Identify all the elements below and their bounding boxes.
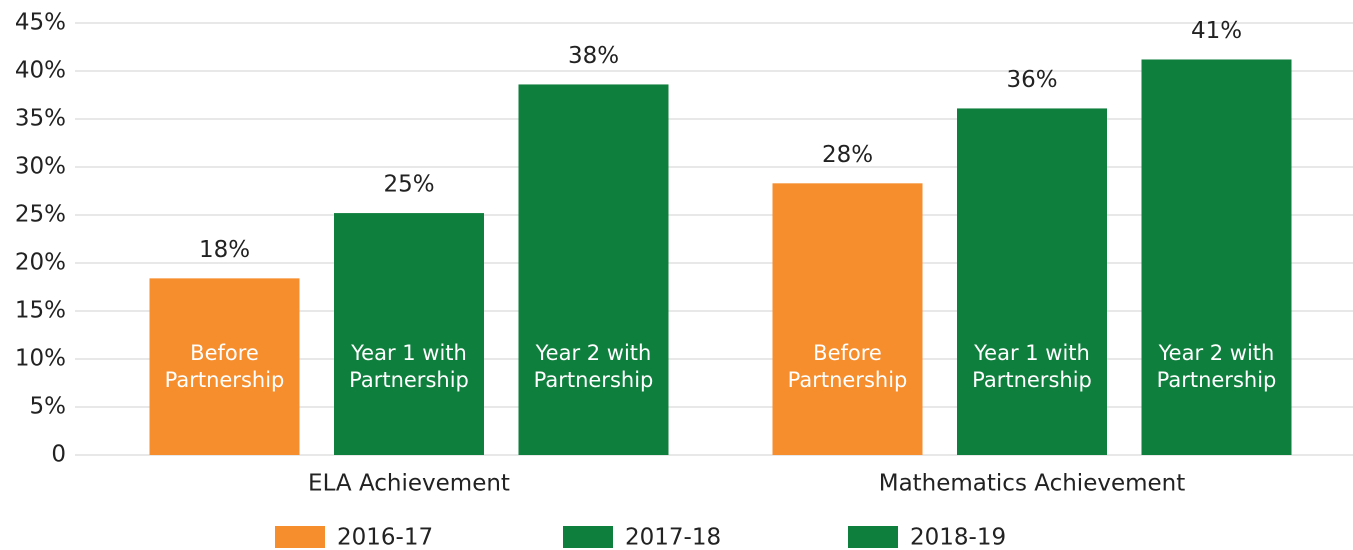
- bar: [1141, 59, 1292, 455]
- bar-label: Partnership: [788, 368, 908, 392]
- x-tick-label: Mathematics Achievement: [879, 471, 1186, 497]
- y-tick-label: 30%: [15, 154, 66, 180]
- value-label: 36%: [1006, 67, 1057, 93]
- bar: [149, 278, 300, 455]
- x-tick-label: ELA Achievement: [308, 471, 510, 497]
- bar-label: Partnership: [534, 368, 654, 392]
- bar: [334, 213, 484, 455]
- value-label: 38%: [568, 43, 619, 69]
- bar-label: Partnership: [972, 368, 1092, 392]
- y-tick-label: 0: [51, 442, 66, 468]
- y-tick-label: 25%: [15, 202, 66, 228]
- y-tick-label: 45%: [15, 10, 66, 36]
- legend-label: 2017-18: [625, 525, 721, 550]
- legend-swatch: [275, 526, 325, 548]
- bar: [518, 84, 669, 455]
- bar: [772, 183, 923, 455]
- y-tick-label: 20%: [15, 250, 66, 276]
- bar-label: Partnership: [165, 368, 285, 392]
- legend-swatch: [563, 526, 613, 548]
- y-tick-label: 5%: [30, 394, 67, 420]
- bar-label: Year 2 with: [1158, 341, 1275, 365]
- bar-label: Partnership: [1157, 368, 1277, 392]
- bar-label: Year 1 with: [350, 341, 467, 365]
- y-tick-label: 10%: [15, 346, 66, 372]
- y-tick-label: 40%: [15, 58, 66, 84]
- y-tick-label: 35%: [15, 106, 66, 132]
- y-tick-label: 15%: [15, 298, 66, 324]
- value-label: 41%: [1191, 18, 1242, 44]
- bar-label: Partnership: [349, 368, 469, 392]
- value-label: 28%: [822, 142, 873, 168]
- value-label: 25%: [383, 172, 434, 198]
- legend-swatch: [848, 526, 898, 548]
- bar-label: Year 1 with: [973, 341, 1090, 365]
- bar-label: Before: [813, 341, 882, 365]
- legend-label: 2016-17: [337, 525, 433, 550]
- legend-label: 2018-19: [910, 525, 1006, 550]
- bar-label: Before: [190, 341, 259, 365]
- bar: [957, 108, 1107, 455]
- value-label: 18%: [199, 237, 250, 263]
- bar-label: Year 2 with: [535, 341, 652, 365]
